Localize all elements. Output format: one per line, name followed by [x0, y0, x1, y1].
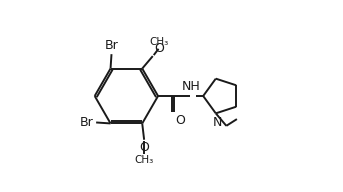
- Text: O: O: [175, 114, 185, 127]
- Text: O: O: [154, 41, 164, 55]
- Text: Br: Br: [80, 116, 94, 129]
- Text: Br: Br: [105, 39, 118, 52]
- Text: NH: NH: [182, 80, 201, 93]
- Text: N: N: [213, 116, 222, 129]
- Text: CH₃: CH₃: [149, 37, 168, 47]
- Text: CH₃: CH₃: [134, 155, 154, 165]
- Text: O: O: [139, 141, 149, 154]
